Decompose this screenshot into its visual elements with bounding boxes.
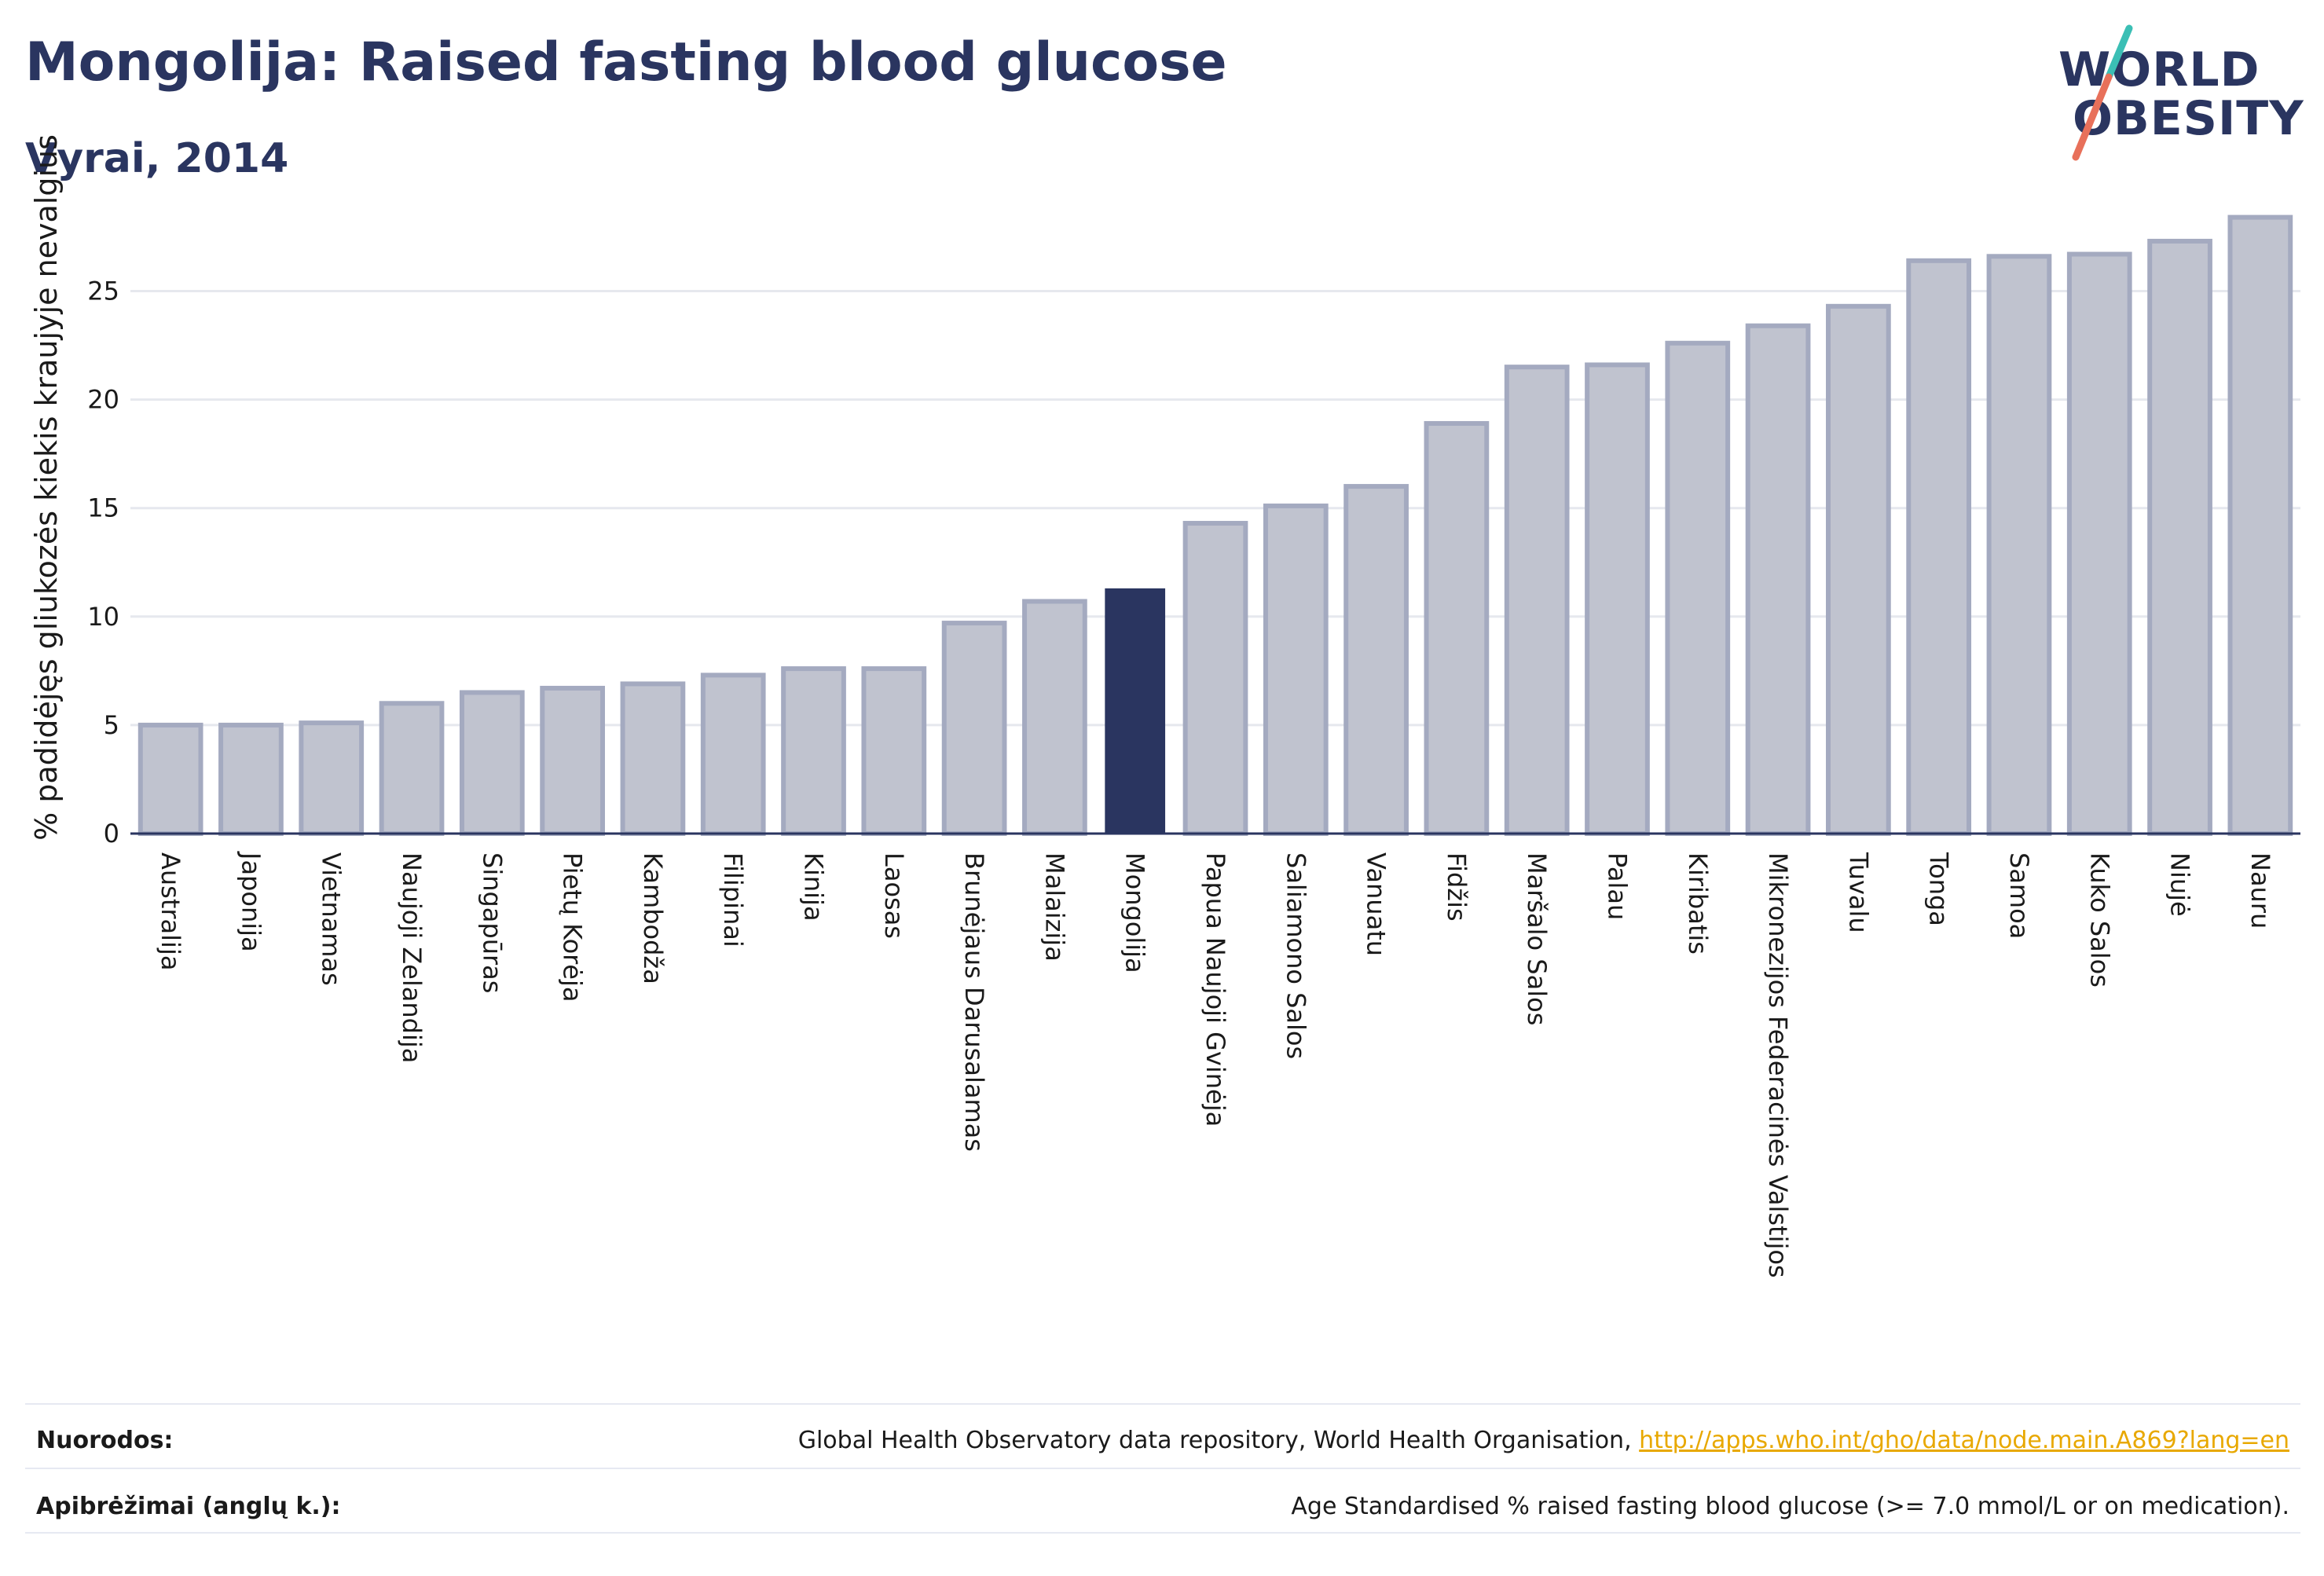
footer-divider-top: [25, 1403, 2300, 1405]
x-tick-label: Australija: [156, 852, 185, 970]
bar-14: [1263, 503, 1329, 837]
y-tick-label: 5: [104, 710, 119, 740]
bar-15: [1343, 484, 1409, 836]
x-tick-label: Mikronezijos Federacinės Valstijos: [1763, 852, 1793, 1278]
sources-value: Global Health Observatory data repositor…: [798, 1427, 2289, 1454]
y-tick-label: 0: [104, 819, 119, 848]
x-tick-label: Tuvalu: [1843, 852, 1873, 933]
sources-text: Global Health Observatory data repositor…: [797, 1427, 1640, 1454]
bar-19: [1665, 340, 1731, 836]
y-tick-label: 15: [87, 493, 119, 523]
bar-0: [137, 722, 203, 836]
bar-22: [1906, 258, 1972, 836]
bar-13: [1182, 521, 1248, 836]
bar-12: [1105, 588, 1166, 834]
x-tick-label: Singapūras: [477, 852, 507, 993]
x-tick-label: Niujė: [2165, 852, 2195, 917]
bar-8: [781, 666, 846, 836]
x-tick-label: Pietų Korėja: [558, 852, 588, 1002]
x-tick-label: Naujoji Zelandija: [397, 852, 427, 1063]
bar-2: [299, 720, 365, 836]
x-tick-label: Filipinai: [718, 852, 748, 947]
world-obesity-logo: WORLD OBESITY: [2043, 24, 2310, 165]
y-tick-label: 20: [87, 385, 119, 415]
x-tick-label: Kiribatis: [1683, 852, 1713, 955]
x-tick-label: Malaizija: [1039, 852, 1069, 962]
bar-24: [2066, 251, 2132, 836]
bar-17: [1504, 365, 1570, 837]
logo-word-obesity: OBESITY: [2073, 91, 2304, 146]
y-axis-title: % padidėjęs gliukozės kiekis kraujyje ne…: [29, 134, 64, 841]
logo-slash-icon: [2072, 24, 2133, 161]
x-tick-label: Fidžis: [1442, 852, 1472, 922]
bar-9: [861, 666, 927, 836]
sources-label: Nuorodos:: [36, 1427, 174, 1454]
y-tick-label: 10: [87, 602, 119, 632]
logo-word-world: WORLD: [2058, 42, 2260, 97]
x-tick-label: Laosas: [879, 852, 909, 939]
x-tick-label: Vanuatu: [1362, 852, 1391, 956]
y-tick-label: 25: [87, 276, 119, 306]
x-tick-label: Mongolija: [1120, 852, 1150, 973]
footer-divider-bottom: [25, 1532, 2300, 1534]
bar-11: [1022, 599, 1087, 836]
x-tick-label: Maršalo Salos: [1522, 852, 1552, 1025]
x-tick-label: Brunėjaus Darusalamas: [959, 852, 989, 1152]
bar-10: [941, 621, 1007, 836]
chart-title: Mongolija: Raised fasting blood glucose: [25, 31, 1227, 93]
x-tick-label: Samoa: [2004, 852, 2034, 939]
definitions-label: Apibrėžimai (anglų k.):: [36, 1493, 341, 1520]
x-tick-label: Papua Naujoji Gvinėja: [1200, 852, 1230, 1127]
bar-6: [620, 681, 686, 836]
x-tick-label: Vietnamas: [317, 852, 346, 986]
bar-4: [459, 690, 525, 836]
bar-20: [1745, 323, 1811, 837]
x-tick-label: Saliamono Salos: [1281, 852, 1310, 1059]
bar-chart: 0 5 10 15 20 25 Australija Japonija Vietnamas Nau…: [29, 134, 2300, 1278]
x-tick-label: Tonga: [1924, 852, 1954, 926]
x-tick-label: Kuko Salos: [2084, 852, 2114, 988]
x-tick-label: Japonija: [236, 851, 266, 952]
bar-26: [2227, 214, 2293, 837]
bar-5: [540, 685, 605, 837]
chart-subtitle: Vyrai, 2014: [25, 135, 289, 182]
bar-7: [700, 673, 766, 836]
definitions-value: Age Standardised % raised fasting blood …: [1291, 1493, 2289, 1520]
bar-1: [218, 722, 284, 836]
bar-25: [2147, 238, 2212, 836]
bar-23: [1986, 254, 2052, 836]
x-tick-label: Kambodža: [638, 852, 668, 984]
sources-link[interactable]: http://apps.who.int/gho/data/node.main.A…: [1639, 1427, 2289, 1454]
bar-18: [1585, 362, 1650, 836]
bar-3: [379, 701, 445, 837]
footer-divider-middle: [25, 1468, 2300, 1469]
x-tick-label: Nauru: [2245, 852, 2275, 929]
x-tick-label: Palau: [1602, 852, 1632, 920]
bar-21: [1826, 303, 1891, 836]
bar-16: [1424, 420, 1490, 836]
x-tick-label: Kinija: [799, 852, 829, 922]
